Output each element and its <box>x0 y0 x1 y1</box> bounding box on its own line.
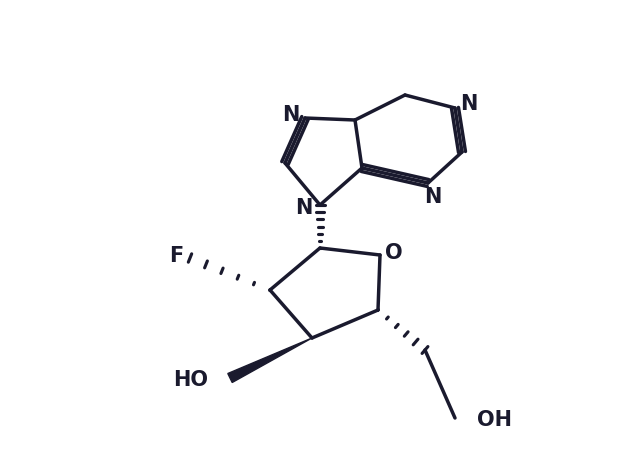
Text: HO: HO <box>173 370 208 390</box>
Text: N: N <box>282 105 300 125</box>
Text: OH: OH <box>477 410 512 430</box>
Text: O: O <box>385 243 403 263</box>
Text: F: F <box>169 246 183 266</box>
Text: N: N <box>295 198 313 218</box>
Polygon shape <box>228 338 312 383</box>
Text: N: N <box>424 187 442 207</box>
Text: N: N <box>460 94 477 114</box>
